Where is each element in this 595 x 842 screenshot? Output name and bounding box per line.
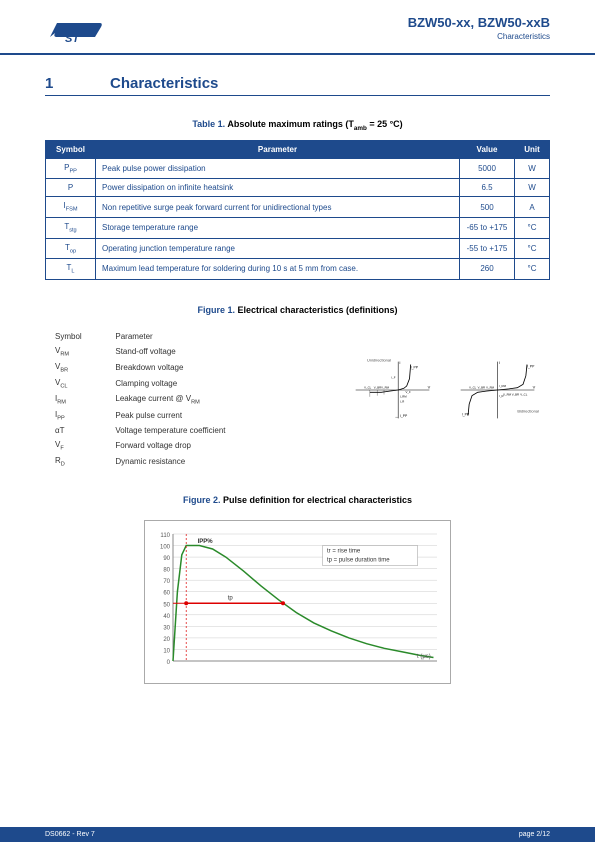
- main-content: Table 1. Absolute maximum ratings (Tamb …: [0, 104, 595, 699]
- th-value: Value: [460, 140, 515, 158]
- st-logo: ST: [45, 15, 105, 45]
- section-header: 1 Characteristics: [0, 55, 595, 104]
- product-title: BZW50-xx, BZW50-xxB: [408, 15, 550, 30]
- table-row: PPPPeak pulse power dissipation5000W: [46, 158, 550, 179]
- th-symbol: Symbol: [46, 140, 96, 158]
- svg-text:V_RM: V_RM: [381, 385, 390, 389]
- figure2-caption: Figure 2. Pulse definition for electrica…: [45, 495, 550, 505]
- svg-text:10: 10: [163, 648, 170, 654]
- footer-right: page 2/12: [519, 831, 550, 838]
- svg-text:90: 90: [163, 556, 170, 562]
- label-unidirectional: Unidirectional: [367, 357, 391, 362]
- svg-text:tr = rise time: tr = rise time: [327, 548, 361, 554]
- header-right: BZW50-xx, BZW50-xxB Characteristics: [408, 15, 550, 41]
- svg-text:I_R: I_R: [400, 399, 405, 403]
- svg-text:0: 0: [167, 660, 171, 666]
- definitions-table: SymbolParameterVRMStand-off voltageVBRBr…: [55, 330, 330, 470]
- svg-text:V_F: V_F: [405, 390, 410, 394]
- svg-text:I_R: I_R: [499, 394, 504, 398]
- svg-text:I_PP: I_PP: [462, 412, 470, 416]
- svg-text:V_CL: V_CL: [469, 385, 477, 389]
- svg-text:40: 40: [163, 613, 170, 619]
- svg-text:I: I: [399, 360, 400, 365]
- svg-text:V: V: [533, 384, 536, 389]
- svg-text:I_F: I_F: [391, 375, 396, 379]
- svg-text:Bidirectional: Bidirectional: [517, 408, 539, 413]
- header-subtitle: Characteristics: [408, 32, 550, 41]
- svg-text:I_PP: I_PP: [400, 414, 408, 418]
- iv-diagram-bidirectional: I V I_PP I_PP V_RM V_BR V_CL V_CL V_BR V…: [455, 330, 540, 450]
- svg-text:80: 80: [163, 567, 170, 573]
- ratings-table: Symbol Parameter Value Unit PPPPeak puls…: [45, 140, 550, 280]
- svg-text:V_CL: V_CL: [520, 392, 528, 396]
- svg-text:V_BR: V_BR: [374, 385, 381, 389]
- figure1-container: SymbolParameterVRMStand-off voltageVBRBr…: [45, 330, 550, 470]
- figure1-caption: Figure 1. Electrical characteristics (de…: [45, 305, 550, 315]
- table-row: TopOperating junction temperature range-…: [46, 238, 550, 259]
- page-header: ST BZW50-xx, BZW50-xxB Characteristics: [0, 0, 595, 55]
- svg-text:20: 20: [163, 637, 170, 643]
- svg-text:70: 70: [163, 579, 170, 585]
- table-row: PPower dissipation on infinite heatsink6…: [46, 179, 550, 197]
- svg-text:110: 110: [160, 533, 170, 539]
- svg-text:100: 100: [160, 544, 171, 550]
- svg-text:IPP%: IPP%: [198, 539, 214, 545]
- footer-left: DS0662 - Rev 7: [45, 831, 95, 838]
- svg-text:I_PP: I_PP: [411, 365, 419, 369]
- svg-text:V_BR: V_BR: [478, 385, 485, 389]
- page-footer: DS0662 - Rev 7 page 2/12: [0, 827, 595, 842]
- table-row: TstgStorage temperature range-65 to +175…: [46, 217, 550, 238]
- svg-text:t (μs): t (μs): [417, 654, 431, 660]
- iv-diagram-unidirectional: Unidirectional I V V_CL V_BR V_RM I_RM I…: [350, 330, 435, 450]
- th-unit: Unit: [515, 140, 550, 158]
- svg-text:I: I: [499, 360, 500, 365]
- table-row: TLMaximum lead temperature for soldering…: [46, 259, 550, 280]
- svg-text:V_BR: V_BR: [512, 392, 519, 396]
- svg-text:V: V: [428, 384, 431, 389]
- svg-text:30: 30: [163, 625, 170, 631]
- svg-text:V_RM: V_RM: [503, 392, 512, 396]
- table1-caption: Table 1. Absolute maximum ratings (Tamb …: [45, 119, 550, 132]
- svg-text:I_PP: I_PP: [527, 364, 535, 368]
- svg-text:I_RM: I_RM: [499, 384, 507, 388]
- svg-text:tp = pulse duration time: tp = pulse duration time: [327, 557, 390, 563]
- svg-text:ST: ST: [65, 33, 80, 45]
- svg-text:50: 50: [163, 602, 170, 608]
- th-parameter: Parameter: [96, 140, 460, 158]
- table-row: IFSMNon repetitive surge peak forward cu…: [46, 197, 550, 218]
- svg-text:I_RM: I_RM: [400, 394, 408, 398]
- svg-text:V_RM: V_RM: [486, 385, 495, 389]
- svg-text:tp: tp: [228, 595, 234, 601]
- section-number: 1: [45, 75, 110, 92]
- svg-text:60: 60: [163, 590, 170, 596]
- svg-text:V_CL: V_CL: [364, 385, 372, 389]
- figure2-container: 0 10 20 30 40 50 60 70 80 90 100 110 tp IPP% t (μs) tr …: [45, 520, 550, 684]
- section-title: Characteristics: [110, 75, 218, 92]
- pulse-chart: 0 10 20 30 40 50 60 70 80 90 100 110 tp IPP% t (μs) tr …: [145, 526, 445, 676]
